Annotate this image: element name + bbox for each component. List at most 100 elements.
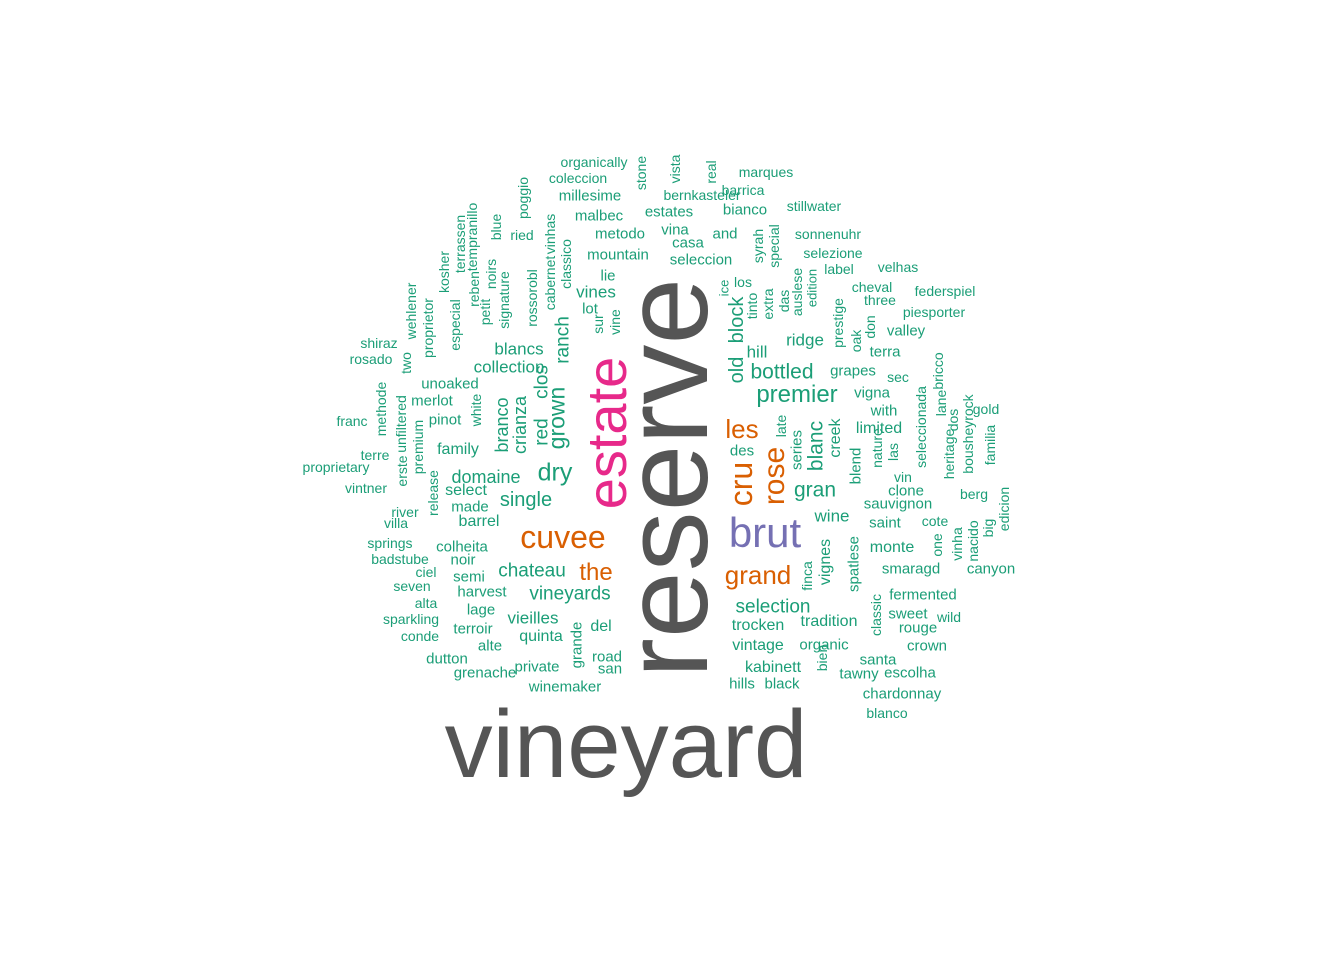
cloud-word-crianza: crianza — [510, 395, 530, 455]
cloud-word-piesporter: piesporter — [902, 304, 966, 320]
cloud-word-grapes: grapes — [830, 362, 876, 380]
cloud-word-barrica: barrica — [721, 182, 765, 198]
cloud-word-terra: terra — [869, 343, 901, 361]
cloud-word-tawny: tawny — [839, 665, 879, 683]
cloud-word-vinhas: vinhas — [542, 213, 558, 255]
cloud-word-grande: grande — [568, 621, 586, 669]
cloud-word-cheval: cheval — [851, 279, 893, 295]
cloud-word-hill: hill — [746, 342, 768, 362]
cloud-word-vintage: vintage — [732, 637, 784, 654]
cloud-word-ciel: ciel — [415, 564, 437, 580]
cloud-word-creek: creek — [827, 418, 844, 458]
cloud-word-especial: especial — [447, 299, 463, 351]
cloud-word-les: les — [725, 414, 759, 444]
cloud-word-federspiel: federspiel — [914, 283, 976, 299]
cloud-word-coleccion: coleccion — [548, 170, 608, 186]
cloud-word-hills: hills — [729, 675, 755, 693]
cloud-word-rouge: rouge — [898, 619, 938, 637]
cloud-word-and: and — [712, 225, 738, 243]
cloud-word-rose: rose — [758, 446, 791, 506]
cloud-word-extra: extra — [760, 288, 776, 320]
cloud-word-unoaked: unoaked — [421, 375, 479, 393]
cloud-word-bianco: bianco — [722, 201, 768, 219]
cloud-word-noirs: noirs — [483, 258, 499, 290]
cloud-word-alta: alta — [414, 595, 438, 611]
cloud-word-seven: seven — [393, 578, 431, 594]
cloud-word-terroir: terroir — [453, 620, 493, 638]
cloud-word-seleccionada: seleccionada — [913, 386, 929, 468]
cloud-word-nacido: nacido — [965, 520, 981, 562]
cloud-word-river: river — [391, 504, 419, 520]
cloud-word-black: black — [764, 675, 800, 693]
cloud-word-vigna: vigna — [854, 384, 890, 402]
cloud-word-poggio: poggio — [515, 176, 531, 220]
cloud-word-malbec: malbec — [574, 207, 624, 225]
cloud-word-shiraz: shiraz — [360, 335, 398, 351]
cloud-word-road: road — [591, 648, 623, 666]
cloud-word-white: white — [468, 393, 484, 427]
cloud-word-auslese: auslese — [789, 267, 805, 317]
cloud-word-ranch: ranch — [552, 316, 574, 364]
cloud-word-one: one — [929, 533, 945, 557]
cloud-word-edicion: edicion — [996, 486, 1012, 532]
cloud-word-colheita: colheita — [436, 538, 488, 556]
cloud-word-big: big — [980, 518, 996, 538]
cloud-word-del: del — [590, 618, 612, 635]
cloud-word-sur: sur — [590, 314, 606, 334]
cloud-word-chateau: chateau — [498, 560, 566, 582]
cloud-word-familia: familia — [982, 424, 998, 466]
cloud-word-smaragd: smaragd — [881, 560, 941, 578]
cloud-word-dry: dry — [537, 458, 573, 487]
cloud-word-brut: brut — [728, 509, 802, 556]
cloud-word-vine: vine — [607, 309, 623, 335]
cloud-word-family: family — [437, 441, 479, 458]
cloud-word-premier: premier — [756, 381, 838, 408]
cloud-word-real: real — [703, 160, 719, 184]
cloud-word-vines: vines — [576, 282, 616, 302]
cloud-word-single: single — [499, 489, 553, 511]
cloud-word-private: private — [514, 658, 560, 676]
cloud-word-red: red — [531, 418, 553, 446]
cloud-word-series: series — [788, 429, 806, 471]
cloud-word-spatlese: spatlese — [845, 536, 863, 592]
cloud-word-ridge: ridge — [786, 330, 824, 350]
cloud-word-domaine: domaine — [451, 467, 521, 487]
cloud-word-cabernet: cabernet — [542, 255, 558, 311]
cloud-word-villa: villa — [383, 515, 409, 531]
cloud-word-sweet: sweet — [888, 605, 928, 623]
cloud-word-ried: ried — [510, 227, 534, 243]
cloud-word-canyon: canyon — [966, 560, 1016, 578]
cloud-word-lage: lage — [466, 601, 496, 619]
cloud-word-grand: grand — [724, 560, 792, 590]
cloud-word-crown: crown — [906, 637, 948, 655]
cloud-word-gran: gran — [793, 478, 837, 502]
cloud-word-das: das — [776, 289, 792, 313]
cloud-word-old: old — [726, 356, 748, 384]
cloud-word-vieilles: vieilles — [507, 608, 559, 628]
cloud-word-saint: saint — [869, 514, 901, 532]
cloud-word-cru: cru — [723, 461, 759, 507]
cloud-word-stone: stone — [633, 155, 649, 191]
cloud-word-sec: sec — [887, 369, 909, 385]
cloud-word-sauvignon: sauvignon — [863, 495, 933, 513]
cloud-word-the: the — [579, 559, 613, 586]
cloud-word-sonnenuhr: sonnenuhr — [794, 226, 862, 242]
cloud-word-wild: wild — [936, 609, 962, 625]
cloud-word-winemaker: winemaker — [528, 678, 602, 696]
cloud-word-casa: casa — [672, 234, 704, 252]
cloud-word-wehlener: wehlener — [403, 282, 419, 340]
cloud-word-select: select — [445, 482, 487, 499]
cloud-word-monte: monte — [869, 539, 915, 556]
cloud-word-limited: limited — [855, 420, 903, 437]
cloud-word-trocken: trocken — [731, 617, 785, 634]
cloud-word-edition: edition — [804, 268, 820, 308]
cloud-word-terrassen: terrassen — [452, 214, 468, 274]
cloud-word-des: des — [729, 442, 755, 460]
cloud-word-gold: gold — [972, 401, 1000, 417]
cloud-word-badstube: badstube — [371, 551, 429, 567]
cloud-word-alte: alte — [477, 637, 503, 655]
cloud-word-premium: premium — [410, 419, 426, 475]
cloud-word-bernkasteler: bernkasteler — [663, 187, 741, 203]
cloud-word-three: three — [864, 292, 896, 308]
cloud-word-valley: valley — [886, 322, 926, 340]
